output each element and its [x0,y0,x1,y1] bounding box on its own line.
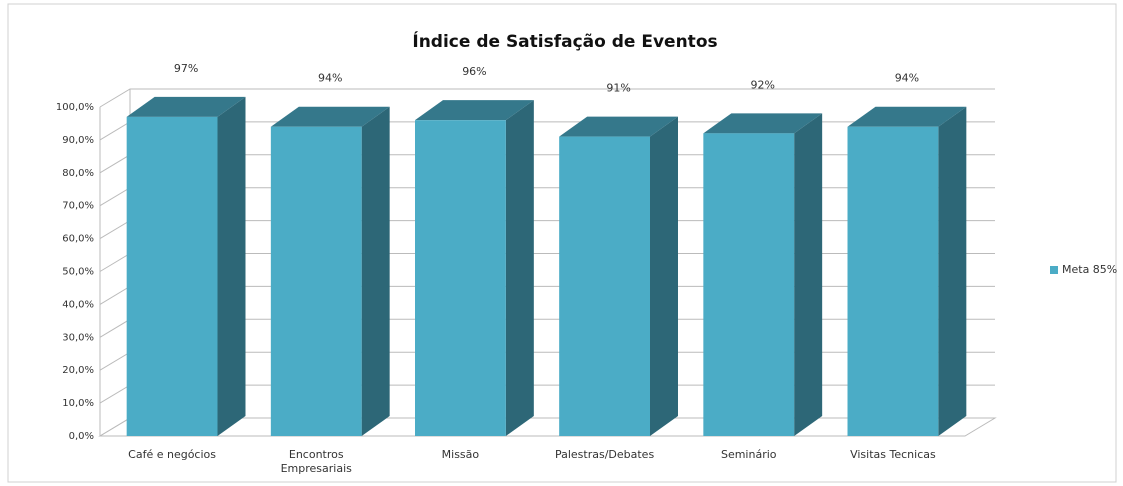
bar [415,120,506,436]
bar-top [126,96,246,117]
y-tick-label: 50,0% [62,267,94,278]
bar [847,126,939,437]
data-label: 94% [318,72,342,85]
x-tick-label: Encontros Empresariais [280,448,352,475]
y-tick-label: 30,0% [62,332,94,343]
bar [270,126,362,437]
bar-top [559,116,678,137]
legend-label: Meta 85% [1062,263,1117,276]
x-tick-label: Missão [441,448,480,461]
legend-swatch [1050,266,1058,274]
bar-top [270,106,390,127]
bar-side [505,100,534,436]
y-tick-label: 70,0% [62,201,94,212]
bar-side [794,113,823,436]
data-label: 97% [174,62,198,75]
x-tick-label: Visitas Tecnicas [850,448,936,461]
bar [703,133,795,436]
chart-title: Índice de Satisfação de Eventos [412,30,717,52]
bar [126,116,218,437]
y-tick-label: 60,0% [62,234,94,245]
bar-top [847,106,967,127]
x-tick-label: Seminário [720,448,777,461]
bar [559,136,650,437]
x-tick-label: Palestras/Debates [554,448,655,461]
bar-top [415,100,534,121]
bar-side [649,116,678,437]
data-label: 92% [751,78,775,91]
y-tick-label: 0,0% [69,431,94,442]
data-label: 96% [462,65,486,78]
bar-top [703,113,823,134]
y-tick-label: 100,0% [56,102,94,113]
y-tick-label: 90,0% [62,135,94,146]
y-tick-label: 40,0% [62,299,94,310]
y-tick-label: 20,0% [62,365,94,376]
x-tick-label: Café e negócios [128,448,216,461]
y-tick-label: 10,0% [62,398,94,409]
bar-side [217,96,246,437]
data-label: 91% [606,82,630,95]
grid-line [99,88,995,108]
bar-side [938,106,967,437]
data-label: 94% [895,72,919,85]
bar-side [361,106,390,437]
y-tick-label: 80,0% [62,168,94,179]
